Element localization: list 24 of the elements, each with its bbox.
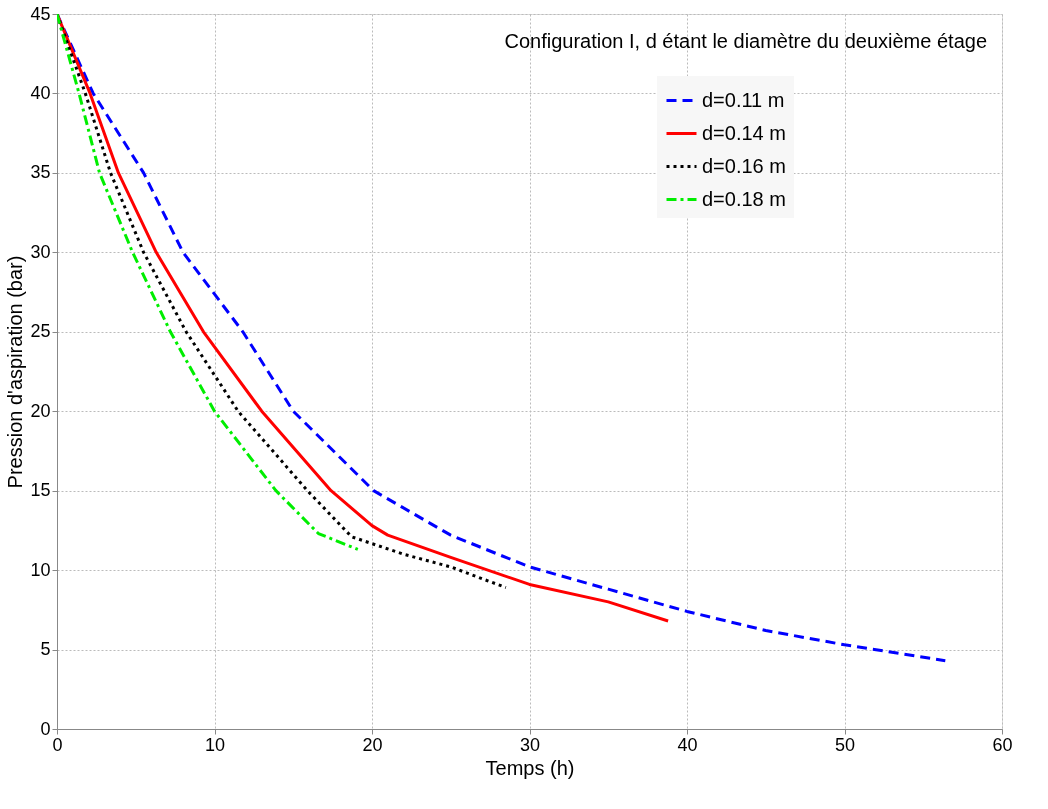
y-tick-label: 15 — [30, 480, 51, 501]
y-tick-label: 30 — [30, 241, 51, 262]
legend-label: d=0.18 m — [702, 187, 786, 210]
y-tick-label: 35 — [30, 162, 51, 183]
legend-label: d=0.14 m — [702, 121, 786, 144]
x-tick-label: 30 — [519, 734, 541, 755]
x-tick-label: 10 — [204, 734, 226, 755]
x-tick-label: 50 — [834, 734, 856, 755]
y-tick-label: 25 — [30, 321, 51, 342]
y-tick-label: 20 — [30, 400, 51, 421]
y-tick-label: 5 — [40, 639, 51, 660]
legend-label: d=0.16 m — [702, 154, 786, 177]
y-tick-label: 0 — [40, 718, 51, 739]
legend-label: d=0.11 m — [702, 88, 785, 111]
x-axis-title: Temps (h) — [485, 756, 575, 779]
x-tick-label: 60 — [992, 734, 1013, 755]
annotation: Configuration I, d étant le diamètre du deuxième étage — [504, 30, 987, 52]
x-tick-label: 20 — [362, 734, 383, 755]
x-tick-label: 40 — [677, 734, 698, 755]
y-axis-title: Pression d'aspiration (bar) — [4, 255, 27, 489]
y-tick-label: 45 — [30, 3, 51, 24]
y-tick-label: 40 — [30, 82, 51, 103]
line-series — [57, 14, 360, 551]
y-tick-label: 10 — [30, 559, 51, 580]
